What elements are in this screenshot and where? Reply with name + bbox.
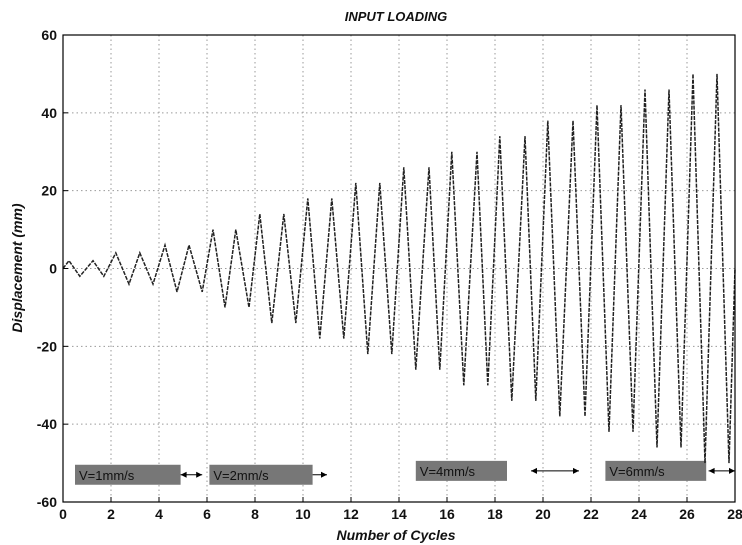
x-tick-label: 22 <box>583 506 599 522</box>
arrowhead-right <box>573 467 579 474</box>
series-line-displacement <box>62 73 736 464</box>
arrowhead-left <box>531 467 537 474</box>
x-axis-label: Number of Cycles <box>336 527 455 543</box>
y-tick-label: -60 <box>37 494 57 510</box>
speed-label-box <box>605 460 707 481</box>
y-tick-label: 40 <box>41 105 57 121</box>
x-tick-label: 2 <box>107 506 115 522</box>
x-tick-label: 14 <box>391 506 407 522</box>
y-axis: -60 -40 -20 0 20 40 60 <box>37 27 68 510</box>
grid-lines <box>63 35 735 502</box>
speed-label-box <box>75 464 181 485</box>
speed-label: V=2mm/s <box>213 468 269 483</box>
x-axis: 0 2 4 6 8 10 12 14 16 18 20 22 24 26 28 <box>59 497 742 522</box>
speed-annotations: V=1mm/s V=2mm/s V=4mm/s V=6mm/s <box>75 460 735 485</box>
x-tick-label: 28 <box>727 506 742 522</box>
x-tick-label: 0 <box>59 506 67 522</box>
arrowhead-right <box>196 471 203 478</box>
arrowhead-right <box>321 471 327 478</box>
x-tick-label: 8 <box>251 506 259 522</box>
y-tick-label: 0 <box>49 261 57 277</box>
x-tick-label: 24 <box>631 506 647 522</box>
x-tick-label: 4 <box>155 506 163 522</box>
speed-label-box <box>415 460 507 481</box>
x-tick-label: 6 <box>203 506 211 522</box>
x-tick-label: 18 <box>487 506 503 522</box>
arrowhead-left <box>708 467 715 474</box>
arrowhead-left <box>180 471 187 478</box>
x-tick-label: 16 <box>439 506 455 522</box>
arrowhead-right <box>729 467 735 474</box>
speed-label: V=1mm/s <box>79 468 135 483</box>
y-tick-label: -20 <box>37 338 57 354</box>
y-tick-label: -40 <box>37 416 57 432</box>
x-tick-label: 10 <box>295 506 311 522</box>
chart-title: INPUT LOADING <box>345 9 448 24</box>
speed-label-box <box>209 464 313 485</box>
y-tick-label: 60 <box>41 27 57 43</box>
x-tick-label: 20 <box>535 506 551 522</box>
y-axis-label: Displacement (mm) <box>9 203 25 332</box>
y-tick-label: 20 <box>41 183 57 199</box>
x-tick-label: 26 <box>679 506 695 522</box>
speed-label: V=6mm/s <box>609 464 665 479</box>
speed-label: V=4mm/s <box>420 464 476 479</box>
x-tick-label: 12 <box>343 506 359 522</box>
